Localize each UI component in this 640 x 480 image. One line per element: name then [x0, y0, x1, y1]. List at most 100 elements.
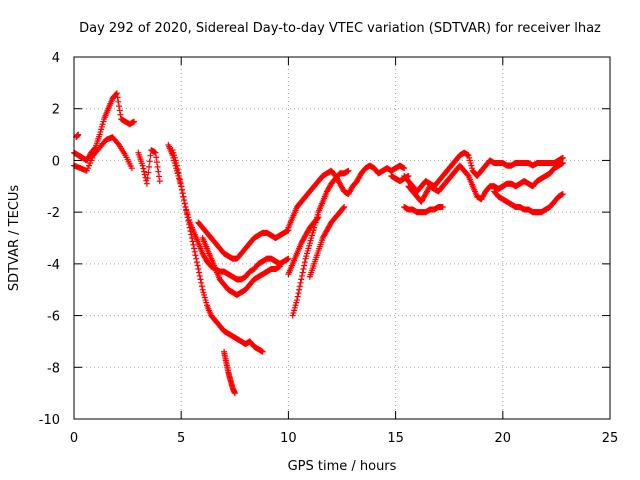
series-track-i: [221, 348, 238, 397]
data-point: [116, 107, 123, 114]
data-point: [196, 272, 203, 279]
series-track-d: [135, 147, 163, 187]
data-point: [116, 103, 123, 110]
axis-ticks: -10 -8 -6 -4 -2 0 2 4 0 5 10 15 20 25: [39, 51, 619, 446]
data-point: [193, 259, 200, 266]
data-point: [405, 172, 412, 179]
y-tick-label: -2: [47, 206, 60, 221]
data-point: [156, 178, 163, 185]
series-track-m: [285, 214, 322, 278]
y-tick-label: -10: [39, 413, 60, 428]
y-tick-label: -4: [47, 258, 60, 273]
data-point: [296, 286, 303, 293]
data-point: [139, 162, 146, 169]
series-track-b: [71, 134, 135, 174]
data-point: [176, 172, 183, 179]
data-point: [117, 111, 124, 118]
data-point: [190, 241, 197, 248]
series-track-p: [401, 203, 446, 216]
data-point: [156, 173, 163, 180]
data-point: [179, 190, 186, 197]
x-tick-label: 20: [495, 431, 512, 446]
data-point: [559, 191, 566, 198]
x-tick-label: 5: [177, 431, 185, 446]
data-point: [114, 94, 121, 101]
data-point: [285, 255, 292, 262]
data-point: [113, 90, 120, 97]
data-point: [143, 180, 150, 187]
data-point: [146, 163, 153, 170]
data-point: [341, 203, 348, 210]
data-point: [181, 200, 188, 207]
y-axis-label: SDTVAR / TECUs: [7, 185, 22, 292]
data-point: [141, 171, 148, 178]
data-point: [180, 193, 187, 200]
series-track-e: [165, 141, 266, 355]
y-tick-label: -6: [47, 310, 60, 325]
data-point: [197, 276, 204, 283]
series-track-k: [285, 162, 408, 231]
data-point: [145, 169, 152, 176]
data-point: [191, 245, 198, 252]
data-point: [146, 158, 153, 165]
data-point: [194, 262, 201, 269]
x-tick-label: 0: [70, 431, 78, 446]
data-point: [144, 175, 151, 182]
data-point: [298, 276, 305, 283]
data-point: [231, 390, 238, 397]
series-track-f: [169, 147, 292, 283]
data-point: [113, 91, 120, 98]
data-point: [299, 269, 306, 276]
data-point: [295, 290, 302, 297]
data-point: [176, 176, 183, 183]
data-point: [75, 131, 82, 138]
data-point: [173, 162, 180, 169]
series-track-r: [388, 172, 412, 185]
grid: [74, 57, 610, 419]
series-track-n: [401, 149, 566, 195]
data-point: [401, 165, 408, 172]
data-point: [189, 238, 196, 245]
chart-title: Day 292 of 2020, Sidereal Day-to-day VTE…: [79, 21, 601, 36]
data-point: [196, 269, 203, 276]
data-point: [128, 165, 135, 172]
data-point: [191, 248, 198, 255]
series-track-a: [71, 90, 138, 164]
data-point: [140, 165, 147, 172]
data-point: [155, 168, 162, 175]
data-point: [114, 140, 121, 147]
x-tick-label: 10: [280, 431, 297, 446]
plot-frame: [73, 56, 611, 420]
data-point: [198, 283, 205, 290]
y-tick-label: -8: [47, 361, 60, 376]
data-point: [154, 163, 161, 170]
data-point: [559, 154, 566, 161]
data-point: [174, 166, 181, 173]
data-point: [439, 203, 446, 210]
data-points: [71, 90, 566, 397]
data-point: [559, 160, 566, 167]
data-point: [195, 266, 202, 273]
series-track-h: [199, 235, 283, 298]
y-tick-label: 0: [52, 154, 60, 169]
data-point: [193, 255, 200, 262]
data-point: [131, 118, 138, 125]
data-point: [198, 279, 205, 286]
data-point: [301, 259, 308, 266]
data-point: [293, 297, 300, 304]
data-point: [177, 179, 184, 186]
series-track-l: [306, 203, 348, 280]
data-point: [298, 272, 305, 279]
data-point: [192, 252, 199, 259]
data-point: [153, 154, 160, 161]
x-tick-label: 15: [387, 431, 404, 446]
series-track-q: [491, 188, 566, 216]
data-point: [115, 98, 122, 105]
data-point: [314, 215, 321, 222]
data-point: [301, 262, 308, 269]
data-point: [294, 293, 301, 300]
x-axis-label: GPS time / hours: [288, 459, 397, 474]
y-tick-label: 4: [52, 51, 60, 66]
data-point: [259, 348, 266, 355]
data-point: [315, 214, 322, 221]
